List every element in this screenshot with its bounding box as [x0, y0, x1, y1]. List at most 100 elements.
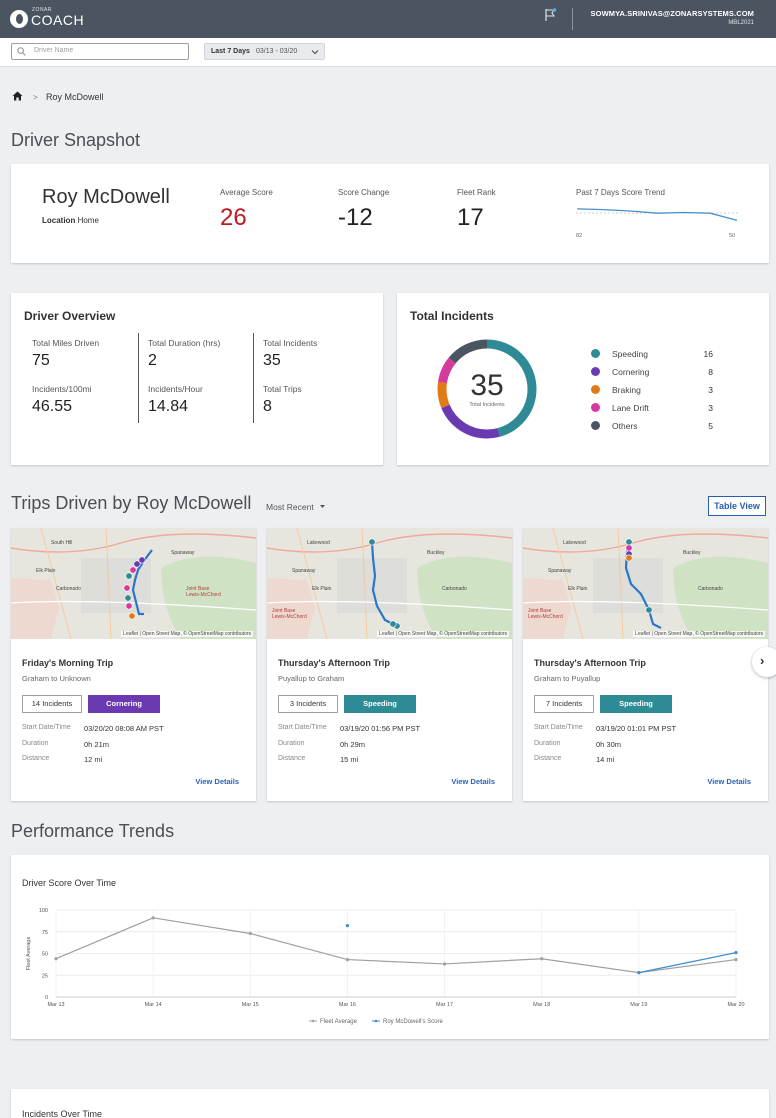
flag-notification-icon[interactable]: [543, 8, 557, 22]
breadcrumb-current: Roy McDowell: [46, 92, 104, 102]
date-range-dropdown[interactable]: Last 7 Days 03/13 - 03/20: [204, 43, 325, 60]
distance-label: Distance: [534, 755, 562, 762]
map-place-label: South Hill: [51, 540, 73, 546]
trip-route-map[interactable]: South Hill Spanaway Elk Plain Carbonado Join…: [11, 528, 256, 639]
trip-name: Friday's Morning Trip: [22, 658, 114, 668]
legend-dot-cornering: [591, 367, 600, 376]
map-place-label: Carbonado: [56, 586, 81, 592]
trip-route: Puyallup to Graham: [278, 674, 345, 683]
chevron-down-icon: [311, 50, 319, 55]
search-icon: [17, 47, 26, 56]
map-attribution[interactable]: Leaflet | Open Street Map, © OpenStreetM…: [633, 631, 765, 637]
trip-name: Thursday's Afternoon Trip: [534, 658, 646, 668]
y-tick-label: 100: [39, 908, 48, 914]
fleet-rank-label: Fleet Rank: [457, 188, 496, 197]
performance-section-title: Performance Trends: [11, 821, 175, 841]
trip-top-incident-badge[interactable]: Speeding: [344, 695, 416, 713]
map-place-label: Joint Base Lewis-McChord: [186, 586, 221, 598]
trip-top-incident-badge[interactable]: Cornering: [88, 695, 160, 713]
legend-label-roy-mcdowell-s-score: Roy McDowell's Score: [383, 1019, 443, 1025]
donut-slice-braking: [437, 339, 537, 439]
trip-incident-count-badge[interactable]: 14 Incidents: [22, 695, 82, 713]
zonar-coach-logo[interactable]: ZONAR COACH: [10, 6, 86, 32]
map-attribution[interactable]: Leaflet | Open Street Map, © OpenStreetM…: [377, 631, 509, 637]
map-place-label: Buckley: [427, 550, 445, 556]
total-trips-label: Total Trips: [263, 384, 302, 394]
y-axis-label: Fleet Average: [26, 937, 32, 971]
route-map-graphic: [11, 528, 256, 639]
donut-slice-others: [437, 339, 537, 439]
duration-value: 0h 21m: [84, 740, 110, 749]
data-point-fleet-average: [54, 957, 58, 961]
map-place-label: Buckley: [683, 550, 701, 556]
y-tick-label: 25: [42, 973, 48, 979]
y-tick-label: 0: [45, 995, 48, 1001]
trips-sort-dropdown[interactable]: Most Recent: [266, 502, 326, 512]
snapshot-section-title: Driver Snapshot: [11, 130, 141, 150]
score-change-label: Score Change: [338, 188, 390, 197]
duration-value: 0h 30m: [596, 740, 622, 749]
x-tick-label: Mar 19: [630, 1002, 647, 1008]
view-details-link[interactable]: View Details: [451, 777, 495, 786]
duration-label: Duration: [278, 740, 305, 747]
legend-label-others: Others: [612, 421, 638, 431]
overview-divider: [138, 333, 139, 423]
map-place-label: Lakewood: [563, 540, 586, 546]
legend-dot-speeding: [591, 349, 600, 358]
map-place-label: Elk Plain: [312, 586, 332, 592]
average-score-label: Average Score: [220, 188, 273, 197]
trip-card[interactable]: Lakewood Buckley Spanaway Elk Plain Carbonad…: [523, 528, 768, 801]
user-email[interactable]: SOWMYA.SRINIVAS@ZONARSYSTEMS.COM: [590, 9, 754, 18]
incidents-per-100mi-value: 46.55: [32, 398, 73, 415]
table-view-button[interactable]: Table View: [708, 496, 766, 516]
driver-score-card: Driver Score Over Time 100 75 50 25 0 Mar 13 M…: [11, 855, 769, 1039]
overview-title: Driver Overview: [24, 309, 116, 323]
distance-value: 15 mi: [340, 755, 359, 764]
location-label: Location: [42, 216, 76, 225]
legend-count-braking: 3: [708, 385, 713, 395]
view-details-link[interactable]: View Details: [707, 777, 751, 786]
driver-location: Location Home: [42, 216, 99, 225]
trip-incident-count-badge[interactable]: 7 Incidents: [534, 695, 594, 713]
map-place-label: Spanaway: [171, 550, 195, 556]
legend-marker-fleet-average: [311, 1019, 315, 1023]
incidents-donut-chart: [437, 339, 537, 439]
map-place-label: Spanaway: [548, 568, 572, 574]
trip-card[interactable]: South Hill Spanaway Elk Plain Carbonado Join…: [11, 528, 256, 801]
trip-route-map[interactable]: Lakewood Buckley Spanaway Elk Plain Carbonad…: [267, 528, 512, 639]
data-point-fleet-average: [248, 931, 252, 936]
total-duration-value: 2: [148, 352, 157, 369]
sort-label: Most Recent: [266, 502, 314, 512]
view-details-link[interactable]: View Details: [195, 777, 239, 786]
total-miles-label: Total Miles Driven: [32, 338, 100, 348]
start-time-label: Start Date/Time: [534, 724, 583, 731]
start-time-label: Start Date/Time: [22, 724, 71, 731]
home-icon[interactable]: [12, 91, 23, 101]
incidents-over-time-card: Incidents Over Time: [11, 1089, 769, 1118]
map-place-label: Joint Base Lewis-McChord: [528, 608, 563, 620]
next-trips-button[interactable]: ›: [752, 647, 776, 677]
driver-search-input[interactable]: Driver Name: [11, 43, 189, 60]
logo-small-text: ZONAR: [32, 7, 52, 13]
legend-dot-braking: [591, 385, 600, 394]
series-line-roy-mcdowell-s-score: [638, 952, 737, 974]
trip-incident-count-badge[interactable]: 3 Incidents: [278, 695, 338, 713]
trip-top-incident-badge[interactable]: Speeding: [600, 695, 672, 713]
driver-overview-card: Driver Overview Total Miles Driven 75 In…: [11, 293, 383, 465]
trip-card[interactable]: Lakewood Buckley Spanaway Elk Plain Carbonad…: [267, 528, 512, 801]
map-attribution[interactable]: Leaflet | Open Street Map, © OpenStreetM…: [121, 631, 253, 637]
date-range-value: 03/13 - 03/20: [256, 48, 298, 55]
data-point-fleet-average: [442, 962, 447, 966]
map-place-label: Lakewood: [307, 540, 330, 546]
incidents-title: Total Incidents: [410, 309, 494, 323]
incidents-per-hour-label: Incidents/Hour: [148, 384, 203, 394]
map-place-label: Joint Base Lewis-McChord: [272, 608, 307, 620]
legend-count-cornering: 8: [708, 367, 713, 377]
x-tick-label: Mar 15: [242, 1002, 259, 1008]
trip-route-map[interactable]: Lakewood Buckley Spanaway Elk Plain Carbonad…: [523, 528, 768, 639]
top-nav-bar: ZONAR COACH SOWMYA.SRINIVAS@ZONARSYSTEMS…: [0, 0, 776, 38]
series-line-fleet-average: [55, 917, 737, 974]
start-time-value: 03/19/20 01:56 PM PST: [340, 724, 421, 733]
total-incidents-value: 35: [263, 352, 281, 369]
